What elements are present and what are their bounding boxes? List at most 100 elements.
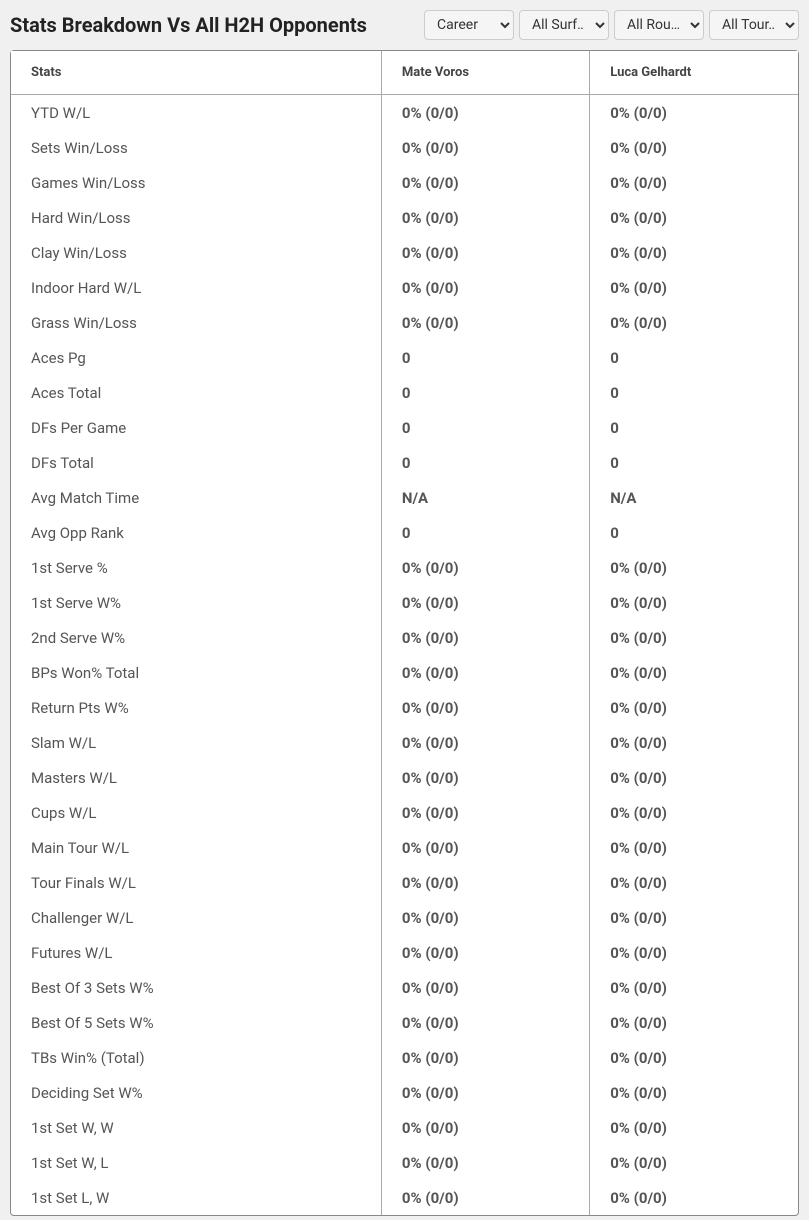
stat-label: DFs Total: [11, 445, 381, 480]
player1-value: 0% (0/0): [381, 900, 589, 935]
player1-value: 0% (0/0): [381, 830, 589, 865]
player1-value: 0: [381, 515, 589, 550]
table-wrapper: Stats Mate Voros Luca Gelhardt YTD W/L0%…: [10, 50, 799, 1216]
player2-value: 0% (0/0): [590, 270, 798, 305]
player2-value: 0% (0/0): [590, 1110, 798, 1145]
table-row: 1st Set W, W0% (0/0)0% (0/0): [11, 1110, 798, 1145]
player2-value: 0: [590, 410, 798, 445]
player2-value: 0% (0/0): [590, 585, 798, 620]
stat-label: Challenger W/L: [11, 900, 381, 935]
stat-label: Futures W/L: [11, 935, 381, 970]
player2-value: 0% (0/0): [590, 1005, 798, 1040]
table-header-row: Stats Mate Voros Luca Gelhardt: [11, 51, 798, 95]
player1-value: 0% (0/0): [381, 200, 589, 235]
stat-label: Clay Win/Loss: [11, 235, 381, 270]
table-row: 1st Serve W%0% (0/0)0% (0/0): [11, 585, 798, 620]
player2-value: 0% (0/0): [590, 795, 798, 830]
stat-label: 1st Serve W%: [11, 585, 381, 620]
player1-value: 0% (0/0): [381, 130, 589, 165]
table-row: Aces Pg00: [11, 340, 798, 375]
player2-value: 0% (0/0): [590, 620, 798, 655]
player1-value: 0% (0/0): [381, 690, 589, 725]
player2-value: 0% (0/0): [590, 900, 798, 935]
table-row: 1st Set W, L0% (0/0)0% (0/0): [11, 1145, 798, 1180]
filter-bar: Career All Surf… All Rou… All Tour…: [424, 10, 799, 40]
player2-value: 0% (0/0): [590, 690, 798, 725]
stat-label: TBs Win% (Total): [11, 1040, 381, 1075]
stat-label: Main Tour W/L: [11, 830, 381, 865]
stat-label: 1st Set W, W: [11, 1110, 381, 1145]
stat-label: Aces Pg: [11, 340, 381, 375]
player1-value: 0% (0/0): [381, 550, 589, 585]
player2-value: 0% (0/0): [590, 830, 798, 865]
stat-label: Best Of 5 Sets W%: [11, 1005, 381, 1040]
column-header-stats: Stats: [11, 51, 381, 95]
player2-value: 0% (0/0): [590, 725, 798, 760]
player1-value: 0% (0/0): [381, 1040, 589, 1075]
stat-label: DFs Per Game: [11, 410, 381, 445]
player2-value: 0% (0/0): [590, 130, 798, 165]
stat-label: Best Of 3 Sets W%: [11, 970, 381, 1005]
stat-label: Indoor Hard W/L: [11, 270, 381, 305]
table-row: Best Of 3 Sets W%0% (0/0)0% (0/0): [11, 970, 798, 1005]
player1-value: 0% (0/0): [381, 1180, 589, 1215]
player1-value: N/A: [381, 480, 589, 515]
player1-value: 0% (0/0): [381, 795, 589, 830]
table-row: Aces Total00: [11, 375, 798, 410]
player1-value: 0% (0/0): [381, 95, 589, 131]
table-row: Masters W/L0% (0/0)0% (0/0): [11, 760, 798, 795]
player2-value: 0: [590, 375, 798, 410]
player2-value: 0: [590, 445, 798, 480]
stat-label: Cups W/L: [11, 795, 381, 830]
stat-label: Avg Match Time: [11, 480, 381, 515]
player1-value: 0% (0/0): [381, 305, 589, 340]
player1-value: 0% (0/0): [381, 1145, 589, 1180]
surface-filter[interactable]: All Surf…: [519, 10, 609, 40]
player2-value: 0% (0/0): [590, 760, 798, 795]
player2-value: 0% (0/0): [590, 1145, 798, 1180]
player1-value: 0: [381, 410, 589, 445]
stat-label: Deciding Set W%: [11, 1075, 381, 1110]
player2-value: 0% (0/0): [590, 1040, 798, 1075]
stat-label: Slam W/L: [11, 725, 381, 760]
player2-value: 0% (0/0): [590, 235, 798, 270]
table-row: Tour Finals W/L0% (0/0)0% (0/0): [11, 865, 798, 900]
table-row: Challenger W/L0% (0/0)0% (0/0): [11, 900, 798, 935]
stat-label: BPs Won% Total: [11, 655, 381, 690]
table-row: Slam W/L0% (0/0)0% (0/0): [11, 725, 798, 760]
table-row: Deciding Set W%0% (0/0)0% (0/0): [11, 1075, 798, 1110]
player1-value: 0: [381, 445, 589, 480]
player2-value: 0% (0/0): [590, 655, 798, 690]
table-row: DFs Total00: [11, 445, 798, 480]
player2-value: 0% (0/0): [590, 935, 798, 970]
tour-filter[interactable]: All Tour…: [709, 10, 799, 40]
career-filter[interactable]: Career: [424, 10, 514, 40]
table-row: Hard Win/Loss0% (0/0)0% (0/0): [11, 200, 798, 235]
table-row: BPs Won% Total0% (0/0)0% (0/0): [11, 655, 798, 690]
table-row: TBs Win% (Total)0% (0/0)0% (0/0): [11, 1040, 798, 1075]
player2-value: 0% (0/0): [590, 550, 798, 585]
table-row: Avg Opp Rank00: [11, 515, 798, 550]
player1-value: 0% (0/0): [381, 235, 589, 270]
column-header-player1: Mate Voros: [381, 51, 589, 95]
player1-value: 0% (0/0): [381, 1075, 589, 1110]
table-row: 1st Serve %0% (0/0)0% (0/0): [11, 550, 798, 585]
stat-label: 1st Set W, L: [11, 1145, 381, 1180]
table-row: Best Of 5 Sets W%0% (0/0)0% (0/0): [11, 1005, 798, 1040]
table-row: Avg Match TimeN/AN/A: [11, 480, 798, 515]
player1-value: 0% (0/0): [381, 935, 589, 970]
player1-value: 0% (0/0): [381, 655, 589, 690]
player1-value: 0% (0/0): [381, 1005, 589, 1040]
table-row: Cups W/L0% (0/0)0% (0/0): [11, 795, 798, 830]
player2-value: 0: [590, 515, 798, 550]
stat-label: 1st Serve %: [11, 550, 381, 585]
stat-label: Games Win/Loss: [11, 165, 381, 200]
stat-label: Masters W/L: [11, 760, 381, 795]
stats-container: Stats Breakdown Vs All H2H Opponents Car…: [0, 0, 809, 1216]
column-header-player2: Luca Gelhardt: [590, 51, 798, 95]
player2-value: 0% (0/0): [590, 865, 798, 900]
table-row: Grass Win/Loss0% (0/0)0% (0/0): [11, 305, 798, 340]
stat-label: Avg Opp Rank: [11, 515, 381, 550]
round-filter[interactable]: All Rou…: [614, 10, 704, 40]
stats-table: Stats Mate Voros Luca Gelhardt YTD W/L0%…: [11, 51, 798, 1215]
